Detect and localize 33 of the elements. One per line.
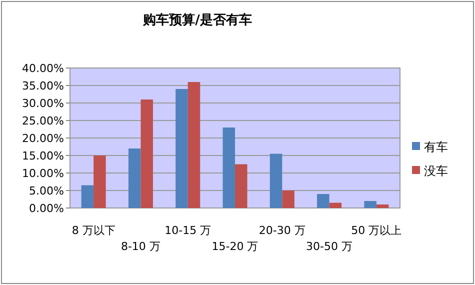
bar [376, 204, 389, 208]
y-tick-label: 15.00% [22, 150, 64, 162]
x-tick-label: 8-10 万 [120, 240, 160, 253]
y-tick-label: 35.00% [22, 80, 64, 92]
x-tick-label: 10-15 万 [164, 224, 212, 237]
legend-label: 有车 [424, 140, 448, 154]
y-tick-label: 20.00% [22, 132, 64, 145]
y-tick-label: 25.00% [22, 114, 64, 128]
bar [270, 154, 282, 208]
y-tick-label: 10.00% [22, 167, 64, 180]
x-tick-label: 8 万以下 [72, 224, 116, 237]
bar [317, 194, 330, 208]
y-tick-label: 40.00% [22, 62, 64, 75]
bar [81, 185, 94, 208]
chart-title: 购车预算/是否有车 [142, 12, 252, 28]
bar [176, 89, 188, 208]
bar [235, 164, 248, 208]
bar [282, 190, 294, 208]
y-tick-label: 0.00% [29, 202, 64, 215]
bar [329, 202, 342, 208]
x-tick-label: 30-50 万 [306, 240, 353, 253]
legend-label: 没车 [424, 164, 448, 178]
bar [128, 148, 141, 208]
bar [188, 82, 200, 208]
x-tick-label: 15-20 万 [212, 240, 258, 253]
bar [222, 128, 235, 208]
y-tick-label: 30.00% [22, 97, 64, 110]
x-tick-label: 50 万以上 [351, 224, 402, 237]
x-tick-label: 20-30 万 [258, 224, 306, 237]
bar [94, 156, 106, 208]
bar [364, 201, 376, 208]
y-tick-label: 5.00% [29, 184, 64, 198]
bar [140, 100, 153, 208]
